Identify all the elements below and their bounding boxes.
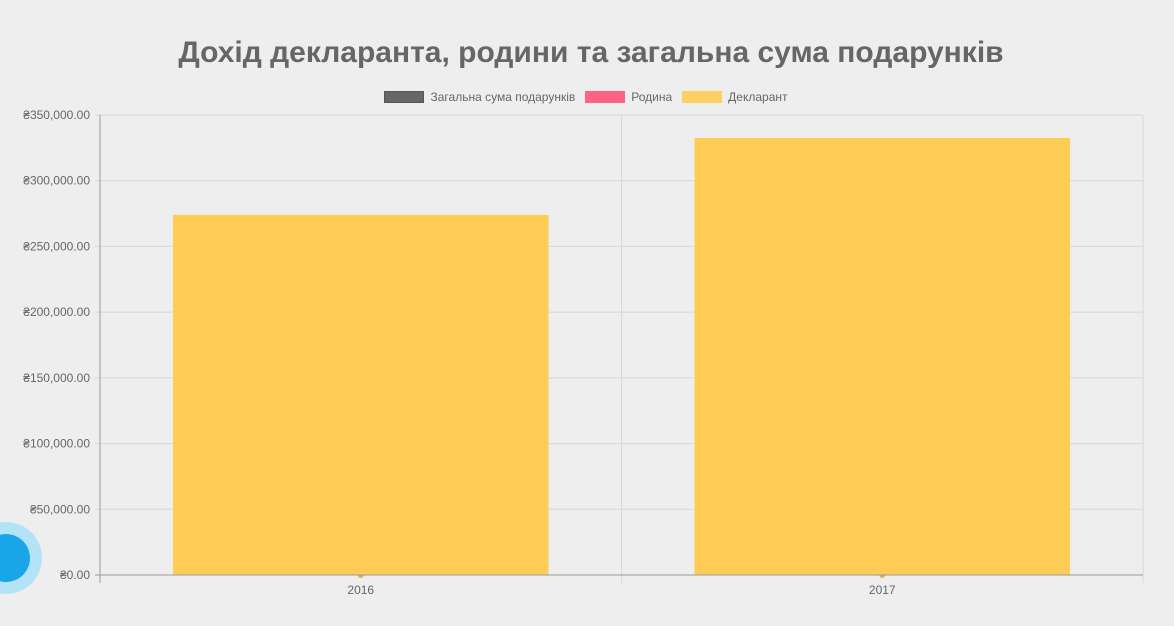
chart-legend: Загальна сума подарунків Родина Декларан… xyxy=(0,90,1172,104)
legend-label-family: Родина xyxy=(631,90,673,104)
bar-2-2017 xyxy=(694,138,1070,575)
legend-label-gifts: Загальна сума подарунків xyxy=(430,90,576,104)
legend-item-declarant[interactable]: Декларант xyxy=(682,90,788,104)
y-tick-label: ₴300,000.00 xyxy=(23,174,90,188)
legend-item-family[interactable]: Родина xyxy=(585,90,672,104)
y-tick-label: ₴250,000.00 xyxy=(23,239,90,253)
x-tick-label: 2016 xyxy=(347,583,374,597)
bar-2-2016 xyxy=(173,214,549,575)
legend-swatch-gifts xyxy=(384,91,425,103)
legend-label-declarant: Декларант xyxy=(728,90,788,104)
legend-item-gifts[interactable]: Загальна сума подарунків xyxy=(384,90,575,104)
legend-swatch-family xyxy=(585,91,626,103)
y-tick-label: ₴150,000.00 xyxy=(23,371,90,385)
legend-swatch-declarant xyxy=(682,91,723,103)
y-tick-label: ₴50,000.00 xyxy=(30,502,90,516)
y-tick-label: ₴0.00 xyxy=(60,568,90,582)
x-tick-label: 2017 xyxy=(869,583,896,597)
y-tick-label: ₴100,000.00 xyxy=(23,437,90,451)
y-tick-label: ₴350,000.00 xyxy=(23,108,90,122)
y-tick-label: ₴200,000.00 xyxy=(23,305,90,319)
chart-title: Дохід декларанта, родини та загальна сум… xyxy=(178,36,1004,69)
chat-icon xyxy=(0,534,30,582)
